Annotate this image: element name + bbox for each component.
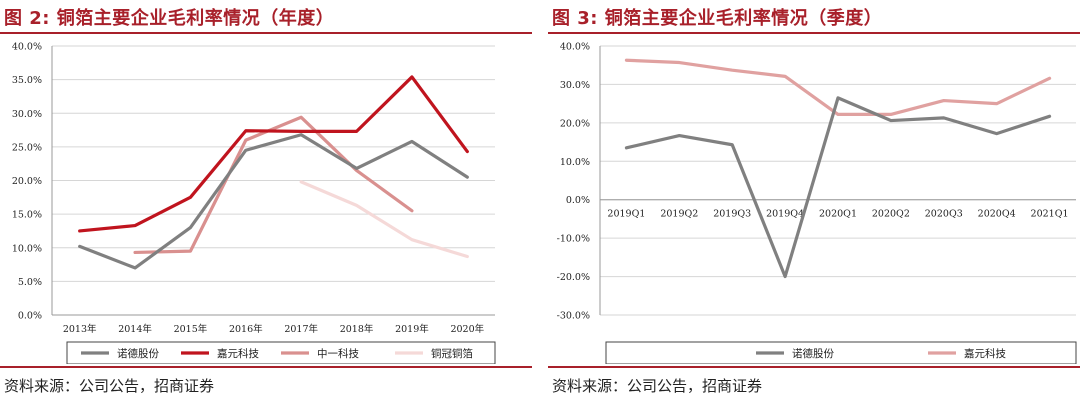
chart-title: 图 3: 铜箔主要企业毛利率情况（季度） xyxy=(552,8,883,29)
legend-label: 中一科技 xyxy=(317,347,359,360)
title-divider xyxy=(0,32,532,34)
series-line-中一科技 xyxy=(133,115,414,255)
left-panel: 图 2: 铜箔主要企业毛利率情况（年度） 0.0% 5.0% 10.0% 15.0% 2… xyxy=(0,0,532,401)
y-tick-label: 20.0% xyxy=(12,176,42,187)
source-divider xyxy=(0,366,532,368)
y-tick-label: 40.0% xyxy=(560,42,590,53)
x-tick-label: 2019年 xyxy=(395,323,429,335)
y-tick-label: 20.0% xyxy=(560,118,590,129)
y-tick-label: 40.0% xyxy=(12,42,42,53)
x-tick-label: 2017年 xyxy=(284,323,318,335)
y-tick-label: 10.0% xyxy=(12,243,42,254)
x-tick-label: 2019Q2 xyxy=(660,209,698,220)
series-line-诺德股份 xyxy=(624,96,1052,279)
series-line-嘉元科技 xyxy=(624,58,1052,117)
y-tick-label: 5.0% xyxy=(18,277,42,288)
y-tick-label: -20.0% xyxy=(557,272,590,283)
y-tick-label: 10.0% xyxy=(560,157,590,168)
x-tick-label: 2015年 xyxy=(174,323,208,335)
series-line-嘉元科技 xyxy=(78,75,469,233)
x-tick-label: 2020Q4 xyxy=(978,209,1016,220)
legend-label: 诺德股份 xyxy=(792,347,834,360)
x-tick-label: 2019Q3 xyxy=(713,209,751,220)
legend-label: 嘉元科技 xyxy=(964,347,1006,360)
source-note: 资料来源：公司公告，招商证券 xyxy=(552,377,763,395)
y-tick-label: 15.0% xyxy=(12,210,42,221)
series-line-铜冠铜箔 xyxy=(299,180,469,259)
annual-margin-chart: 0.0% 5.0% 10.0% 15.0% 20.0% 25.0% 30.0% 35.0% 40… xyxy=(12,42,496,364)
legend-box xyxy=(605,341,1077,364)
x-tick-label: 2020Q3 xyxy=(925,209,963,220)
legend-label: 嘉元科技 xyxy=(217,347,259,360)
y-tick-label: -10.0% xyxy=(557,234,590,245)
chart-title: 图 2: 铜箔主要企业毛利率情况（年度） xyxy=(4,8,335,29)
source-note: 资料来源：公司公告，招商证券 xyxy=(4,377,215,395)
x-tick-label: 2020年 xyxy=(450,323,484,335)
y-tick-label: -30.0% xyxy=(557,311,590,322)
x-tick-label: 2019Q1 xyxy=(607,209,645,220)
x-tick-label: 2018年 xyxy=(340,323,374,335)
x-tick-label: 2020Q2 xyxy=(872,209,910,220)
x-tick-label: 2016年 xyxy=(229,323,263,335)
series-line-诺德股份 xyxy=(78,133,469,270)
legend-label: 铜冠铜箔 xyxy=(431,347,473,360)
y-tick-label: 30.0% xyxy=(560,80,590,91)
x-tick-label: 2019Q4 xyxy=(766,209,804,220)
quarterly-margin-chart: -30.0% -20.0% -10.0% 0.0% 10.0% 20.0% 30.0% 40.… xyxy=(557,42,1077,364)
x-tick-label: 2014年 xyxy=(118,323,152,335)
legend-label: 诺德股份 xyxy=(117,347,159,360)
x-tick-label: 2020Q1 xyxy=(819,209,857,220)
y-tick-label: 25.0% xyxy=(12,142,42,153)
source-divider xyxy=(548,366,1080,368)
y-tick-label: 0.0% xyxy=(566,195,590,206)
title-divider xyxy=(548,32,1080,34)
x-tick-label: 2013年 xyxy=(63,323,97,335)
x-tick-label: 2021Q1 xyxy=(1031,209,1069,220)
y-tick-label: 30.0% xyxy=(12,109,42,120)
y-tick-label: 0.0% xyxy=(18,311,42,322)
y-tick-label: 35.0% xyxy=(12,75,42,86)
right-panel: 图 3: 铜箔主要企业毛利率情况（季度） -30.0% -20.0% -10.0% 0… xyxy=(548,0,1080,401)
